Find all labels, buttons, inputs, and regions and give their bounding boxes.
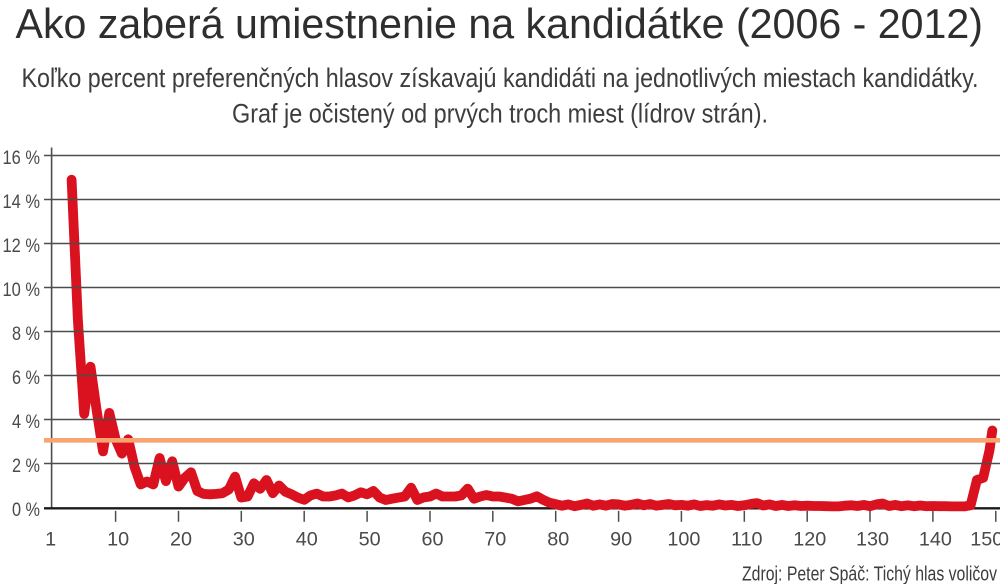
svg-text:110: 110 bbox=[731, 529, 763, 551]
svg-text:14 %: 14 % bbox=[3, 191, 41, 213]
svg-text:2 %: 2 % bbox=[12, 455, 40, 477]
svg-text:150: 150 bbox=[970, 529, 1000, 551]
svg-text:8 %: 8 % bbox=[12, 323, 40, 345]
svg-text:0 %: 0 % bbox=[12, 499, 40, 521]
svg-text:130: 130 bbox=[856, 529, 889, 551]
svg-text:90: 90 bbox=[610, 529, 632, 551]
svg-text:16 %: 16 % bbox=[3, 147, 41, 169]
svg-text:4 %: 4 % bbox=[12, 411, 40, 433]
svg-text:12 %: 12 % bbox=[3, 235, 41, 257]
svg-text:Zdroj: Peter Spáč: Tichý hlas: Zdroj: Peter Spáč: Tichý hlas voličov bbox=[742, 564, 997, 584]
svg-text:120: 120 bbox=[793, 529, 826, 551]
svg-text:70: 70 bbox=[484, 529, 506, 551]
svg-text:Graf je očistený od prvých tro: Graf je očistený od prvých troch miest (… bbox=[232, 99, 768, 129]
svg-text:140: 140 bbox=[919, 529, 952, 551]
svg-text:80: 80 bbox=[547, 529, 569, 551]
svg-text:6 %: 6 % bbox=[12, 367, 40, 389]
svg-text:30: 30 bbox=[233, 529, 255, 551]
svg-text:60: 60 bbox=[421, 529, 443, 551]
svg-text:40: 40 bbox=[296, 529, 318, 551]
svg-text:50: 50 bbox=[359, 529, 381, 551]
svg-text:Ako zaberá umiestnenie na kand: Ako zaberá umiestnenie na kandidátke (20… bbox=[16, 0, 984, 47]
svg-text:Koľko percent preferenčných hl: Koľko percent preferenčných hlasov získa… bbox=[22, 63, 979, 93]
svg-text:10 %: 10 % bbox=[3, 279, 41, 301]
svg-text:1: 1 bbox=[45, 529, 56, 551]
svg-text:10: 10 bbox=[107, 529, 129, 551]
svg-text:20: 20 bbox=[170, 529, 192, 551]
svg-text:100: 100 bbox=[667, 529, 700, 551]
